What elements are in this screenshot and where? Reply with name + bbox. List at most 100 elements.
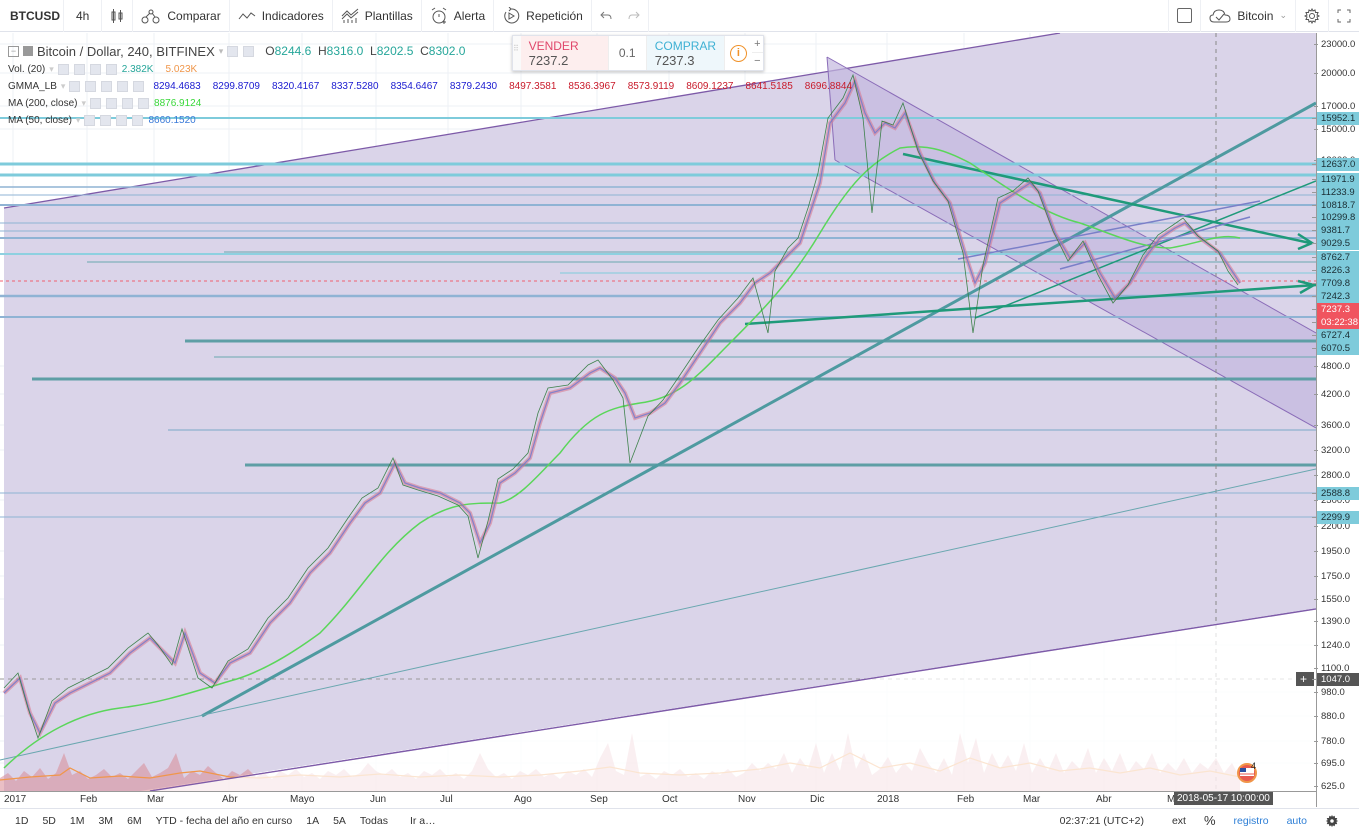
- series-title[interactable]: Bitcoin / Dollar, 240, BITFINEX: [37, 43, 215, 59]
- quantity-stepper[interactable]: + −: [751, 36, 763, 70]
- settings-button[interactable]: [1296, 0, 1329, 32]
- layout-name: Bitcoin: [1237, 8, 1274, 23]
- undo-button[interactable]: [592, 0, 620, 32]
- gear-icon[interactable]: [85, 81, 97, 92]
- quantity-field[interactable]: 0.1: [609, 36, 647, 70]
- plus-icon[interactable]: [122, 98, 134, 109]
- time-tick: Nov: [738, 794, 756, 805]
- plus-icon[interactable]: [89, 64, 101, 75]
- volume-value: 2.382K: [121, 64, 154, 75]
- level-price-label: 15952.1: [1312, 112, 1359, 125]
- symbol-search[interactable]: BTCUSD: [0, 0, 64, 32]
- time-tick: Jun: [370, 794, 387, 805]
- save-layout-button[interactable]: Bitcoin ⌄: [1201, 0, 1296, 32]
- goto-date-button[interactable]: Ir a…: [409, 814, 436, 827]
- last-price-label: 7237.3: [1312, 303, 1359, 316]
- price-chart-canvas[interactable]: + 4: [0, 33, 1316, 791]
- level-price-label: 12637.0: [1312, 158, 1359, 171]
- close-icon[interactable]: [133, 81, 145, 92]
- time-tick: Oct: [662, 794, 678, 805]
- gmma-name[interactable]: GMMA_LB: [8, 81, 57, 92]
- interval-button[interactable]: 4h: [64, 0, 103, 32]
- compare-button[interactable]: Comparar: [133, 0, 230, 32]
- fullscreen-toggle-checkbox[interactable]: [1168, 0, 1202, 32]
- level-price-label: 11971.9: [1312, 173, 1359, 186]
- time-tick: Mar: [1023, 794, 1041, 805]
- info-button[interactable]: i: [725, 36, 752, 70]
- ma200-value: 8876.9124: [154, 98, 202, 109]
- range-ytd[interactable]: YTD - fecha del año en curso: [155, 814, 293, 827]
- templates-label: Plantillas: [364, 8, 413, 23]
- top-toolbar: BTCUSD 4h Comparar Indicadores Plantilla…: [0, 0, 1359, 32]
- redo-button[interactable]: [620, 0, 649, 32]
- ma200-name[interactable]: MA (200, close): [8, 98, 78, 109]
- range-1d[interactable]: 1D: [15, 814, 29, 827]
- indicators-label: Indicadores: [261, 8, 324, 23]
- ma50-name[interactable]: MA (50, close): [8, 115, 72, 126]
- source-code-icon[interactable]: [101, 81, 113, 92]
- buy-button[interactable]: COMPRAR 7237.3: [646, 36, 726, 70]
- time-tick: Mar: [147, 794, 165, 805]
- gear-icon: [1304, 7, 1320, 24]
- flag-badge-count: 4: [1251, 761, 1256, 771]
- price-tick: 695.0: [1314, 758, 1345, 769]
- alert-button[interactable]: Alerta: [422, 0, 495, 32]
- replay-button[interactable]: Repetición: [494, 0, 592, 32]
- legend-dropdown-icon[interactable]: ▾: [218, 45, 224, 56]
- range-1a[interactable]: 1A: [306, 814, 320, 827]
- price-tick: 1100.0: [1313, 663, 1350, 674]
- volume-legend: Vol. (20) ▾ 2.382K 5.023K: [8, 64, 198, 75]
- price-tick: 880.0: [1314, 711, 1345, 722]
- clock-timezone[interactable]: 02:37:21 (UTC+2): [1059, 814, 1144, 827]
- price-axis[interactable]: 23000.020000.017000.015000.012000.04800.…: [1312, 33, 1359, 807]
- gear-icon[interactable]: [106, 98, 118, 109]
- volume-name[interactable]: Vol. (20): [8, 64, 46, 75]
- gear-icon[interactable]: [1325, 814, 1339, 828]
- templates-button[interactable]: Plantillas: [333, 0, 422, 32]
- percent-scale-toggle[interactable]: %: [1203, 813, 1216, 828]
- range-5a[interactable]: 5A: [333, 814, 346, 827]
- ext-hours-toggle[interactable]: ext: [1171, 814, 1186, 827]
- time-axis[interactable]: M Abr Mar Feb 2018 Dic Nov Oct Sep Ago Jul Jun Mayo A…: [0, 791, 1316, 807]
- plus-icon[interactable]: [116, 115, 128, 126]
- fullscreen-button[interactable]: [1329, 0, 1359, 32]
- range-1m[interactable]: 1M: [69, 814, 85, 827]
- close-icon[interactable]: [138, 98, 150, 109]
- range-all[interactable]: Todas: [359, 814, 388, 827]
- close-icon[interactable]: [132, 115, 144, 126]
- range-6m[interactable]: 6M: [127, 814, 142, 827]
- eye-icon[interactable]: [227, 45, 239, 57]
- eye-icon[interactable]: [57, 64, 69, 75]
- price-tick: 1550.0: [1313, 594, 1351, 605]
- price-tick: 1950.0: [1313, 546, 1351, 557]
- eye-icon[interactable]: [90, 98, 102, 109]
- drag-handle[interactable]: ⠿: [513, 36, 521, 70]
- decrease-button[interactable]: −: [754, 55, 761, 67]
- gear-icon[interactable]: [73, 64, 85, 75]
- price-tick: 17000.0: [1313, 101, 1356, 112]
- sell-button[interactable]: VENDER 7237.2: [520, 36, 609, 70]
- eye-icon[interactable]: [69, 81, 81, 92]
- close-icon[interactable]: [105, 64, 117, 75]
- indicators-button[interactable]: Indicadores: [230, 0, 333, 32]
- increase-button[interactable]: +: [751, 36, 763, 53]
- chart-style-button[interactable]: [102, 0, 134, 32]
- log-scale-toggle[interactable]: registro: [1233, 814, 1269, 827]
- interval-label: 4h: [76, 8, 90, 23]
- gear-icon[interactable]: [100, 115, 112, 126]
- trading-panel: ⠿ VENDER 7237.2 0.1 COMPRAR 7237.3 i + −: [512, 35, 764, 71]
- plus-icon[interactable]: [117, 81, 129, 92]
- high-value: 8316.0: [326, 44, 364, 58]
- time-tick: 2018: [877, 794, 900, 805]
- price-tick: 980.0: [1314, 687, 1345, 698]
- range-5d[interactable]: 5D: [42, 814, 56, 827]
- eye-icon[interactable]: [84, 115, 96, 126]
- range-3m[interactable]: 3M: [98, 814, 114, 827]
- collapse-icon[interactable]: −: [8, 45, 19, 57]
- auto-scale-toggle[interactable]: auto: [1286, 814, 1307, 827]
- level-price-label: 8226.3: [1312, 264, 1359, 277]
- ma50-value: 8660.1520: [148, 115, 196, 126]
- gear-icon[interactable]: [243, 45, 255, 57]
- chart-area[interactable]: + 4 − Bitcoin / Dollar, 240, BITFINEX ▾ …: [0, 33, 1359, 807]
- level-price-label: 2299.9: [1312, 511, 1359, 524]
